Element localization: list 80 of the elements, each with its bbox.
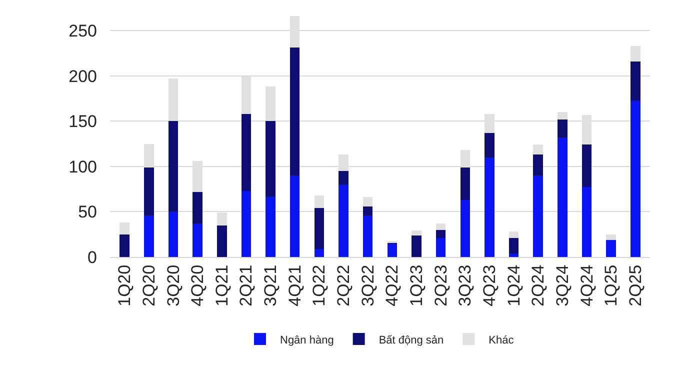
x-tick-label: 2Q20 <box>139 264 158 306</box>
bar <box>412 235 422 257</box>
legend-label: Khác <box>488 334 514 346</box>
x-tick-label: 3Q23 <box>456 264 475 306</box>
x-tick-label: 1Q21 <box>212 264 232 306</box>
x-tick-label: 1Q25 <box>602 264 621 306</box>
bar <box>436 230 446 238</box>
bar <box>387 243 398 257</box>
bar <box>314 195 324 208</box>
x-tick-label: 3Q20 <box>164 264 183 306</box>
y-tick-label: 250 <box>68 21 97 40</box>
bar <box>338 184 348 257</box>
y-tick-label: 100 <box>68 157 97 176</box>
x-tick-label: 3Q22 <box>358 264 378 306</box>
bar <box>582 144 592 188</box>
bar <box>362 215 373 257</box>
x-tick-label: 3Q24 <box>552 264 572 306</box>
bar <box>412 230 422 236</box>
bar <box>460 200 470 257</box>
x-tick-label: 3Q21 <box>261 264 280 306</box>
x-tick-label: 4Q23 <box>480 264 499 306</box>
x-tick-label: 4Q21 <box>285 264 304 306</box>
bar <box>290 48 300 176</box>
x-tick-label: 1Q20 <box>115 264 134 306</box>
bar <box>630 100 640 257</box>
bar <box>362 197 373 206</box>
bar <box>192 192 202 224</box>
legend-label: Bất động sản <box>378 334 444 346</box>
bar <box>241 114 252 191</box>
bar <box>484 132 494 158</box>
x-tick-label: 1Q23 <box>407 264 426 306</box>
bar <box>144 215 154 257</box>
bar <box>582 187 592 257</box>
bar <box>290 175 300 257</box>
y-tick-label: 0 <box>88 248 97 267</box>
bar <box>144 167 154 216</box>
y-tick-label: 50 <box>78 202 97 222</box>
bar <box>508 232 519 238</box>
bar <box>217 225 227 257</box>
x-tick-label: 2Q25 <box>626 264 645 306</box>
bar <box>314 248 324 257</box>
bar <box>120 234 130 257</box>
bar <box>460 167 470 200</box>
bar <box>362 206 373 216</box>
x-tick-label: 4Q20 <box>188 264 208 306</box>
bar <box>484 157 494 257</box>
y-tick-label: 200 <box>68 66 97 86</box>
x-tick-label: 1Q22 <box>310 264 329 306</box>
bar <box>606 240 616 257</box>
bar <box>120 222 130 234</box>
bar <box>630 46 640 62</box>
bar <box>508 253 519 257</box>
bar <box>533 144 543 155</box>
x-tick-label: 1Q24 <box>504 264 524 306</box>
x-tick-label: 2Q24 <box>528 264 548 306</box>
bar <box>338 170 348 185</box>
bar <box>192 223 202 257</box>
bar <box>168 212 178 257</box>
y-tick-label: 150 <box>68 112 97 132</box>
bar <box>558 137 568 257</box>
x-tick-label: 2Q22 <box>334 264 354 306</box>
bar <box>606 234 616 240</box>
bar <box>508 238 519 254</box>
bar <box>558 112 568 120</box>
x-tick-label: 2Q23 <box>431 264 450 306</box>
bar <box>533 175 543 257</box>
x-tick-label: 4Q22 <box>382 264 402 306</box>
bar <box>630 61 640 100</box>
bar <box>266 121 276 196</box>
bar <box>168 121 178 212</box>
bar <box>314 208 324 249</box>
bar <box>436 223 446 230</box>
bar <box>266 196 276 257</box>
x-tick-label: 2Q21 <box>236 264 256 306</box>
legend-label: Ngân hàng <box>280 334 334 346</box>
bar <box>558 119 568 138</box>
x-tick-label: 4Q24 <box>577 264 596 306</box>
bar <box>436 238 446 257</box>
bar <box>241 190 252 257</box>
bar <box>533 154 543 176</box>
